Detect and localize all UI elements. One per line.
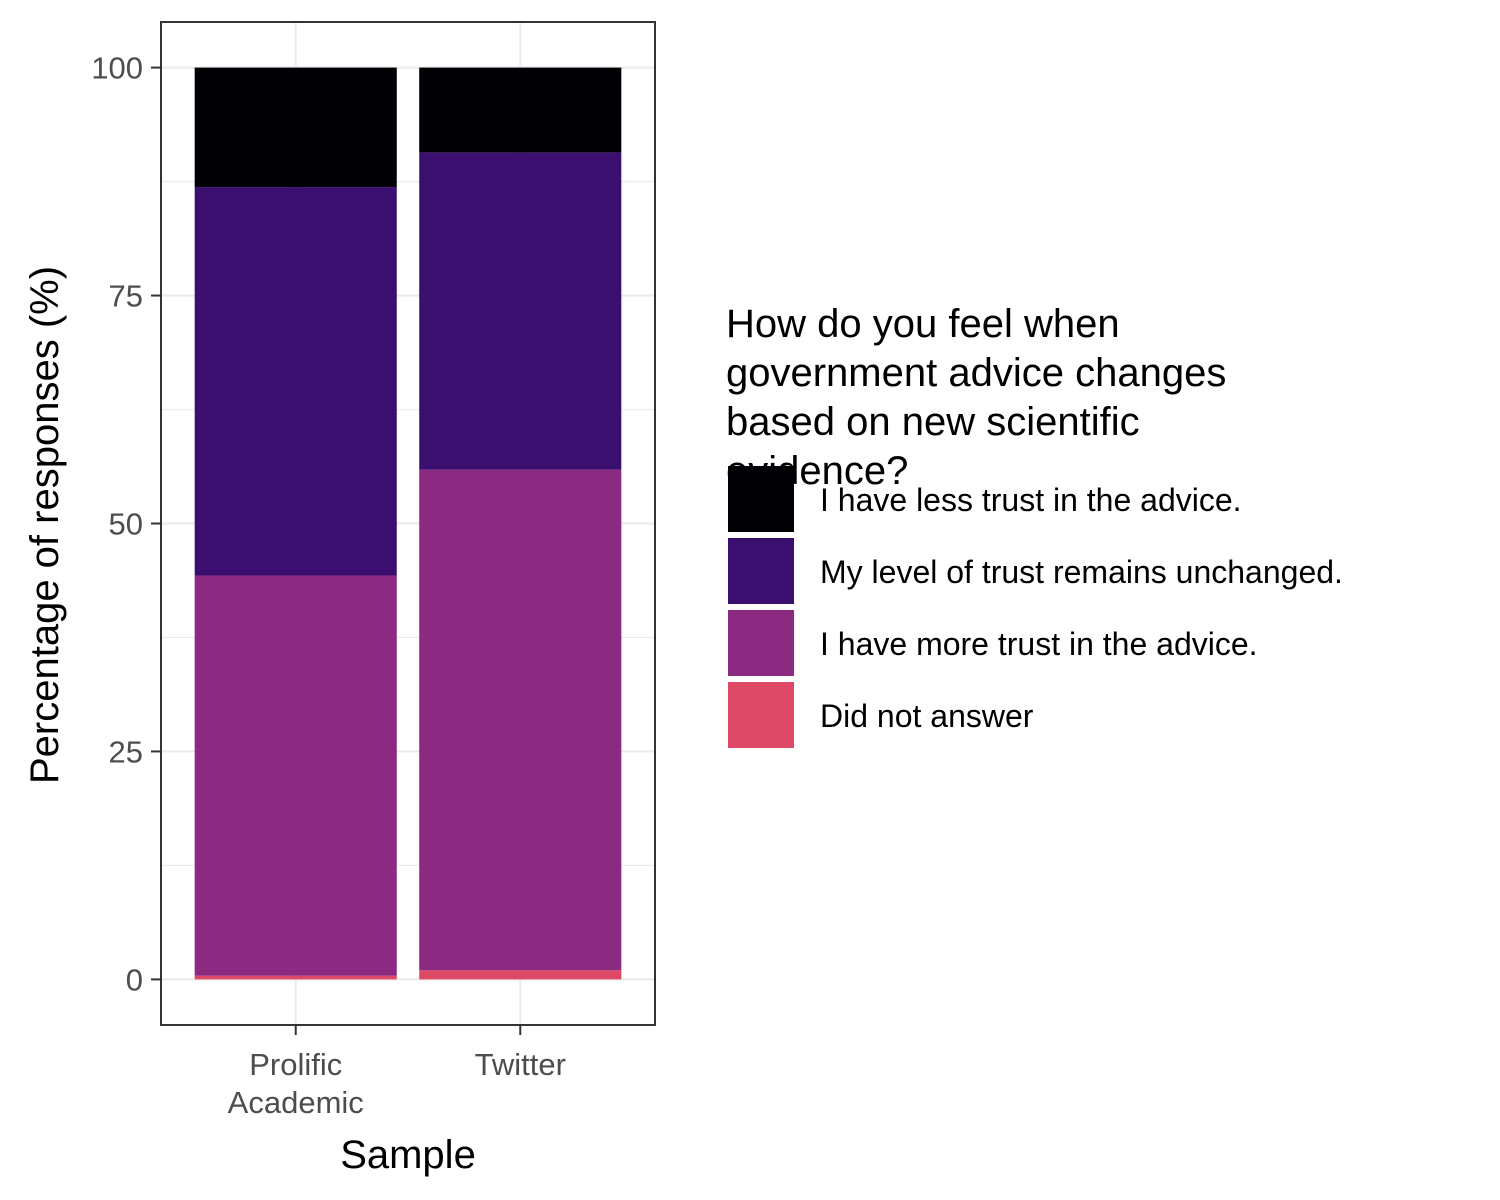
- bar-segment: [419, 152, 622, 470]
- x-tick-label: Twitter: [475, 1047, 566, 1082]
- y-tick-label: 75: [109, 279, 143, 314]
- bar-segment: [194, 975, 397, 980]
- legend-label: I have more trust in the advice.: [820, 626, 1258, 662]
- y-tick-label: 100: [91, 51, 143, 86]
- legend-key: [728, 682, 794, 748]
- legend-key: [728, 538, 794, 604]
- y-axis: 0 25 50 75 100: [91, 51, 161, 997]
- bar-segment: [419, 970, 622, 980]
- x-tick-label: Prolific: [249, 1047, 342, 1082]
- y-tick-label: 0: [126, 962, 143, 997]
- legend-key: [728, 610, 794, 676]
- bar-segment: [194, 67, 397, 188]
- y-tick-label: 25: [109, 734, 143, 769]
- legend-label: Did not answer: [820, 698, 1034, 734]
- bars: [194, 67, 622, 980]
- bar-segment: [419, 67, 622, 153]
- y-tick-label: 50: [109, 507, 143, 542]
- y-axis-title: Percentage of responses (%): [23, 266, 67, 784]
- bar-segment: [419, 469, 622, 971]
- x-axis-title: Sample: [340, 1133, 476, 1177]
- x-tick-label: Academic: [228, 1085, 364, 1120]
- legend-label: I have less trust in the advice.: [820, 482, 1242, 518]
- bar-segment: [194, 187, 397, 576]
- bar-segment: [194, 575, 397, 976]
- legend-key: [728, 466, 794, 532]
- legend-title: How do you feel when government advice ch…: [726, 302, 1226, 493]
- legend: How do you feel when government advice ch…: [726, 302, 1343, 748]
- legend-label: My level of trust remains unchanged.: [820, 554, 1343, 590]
